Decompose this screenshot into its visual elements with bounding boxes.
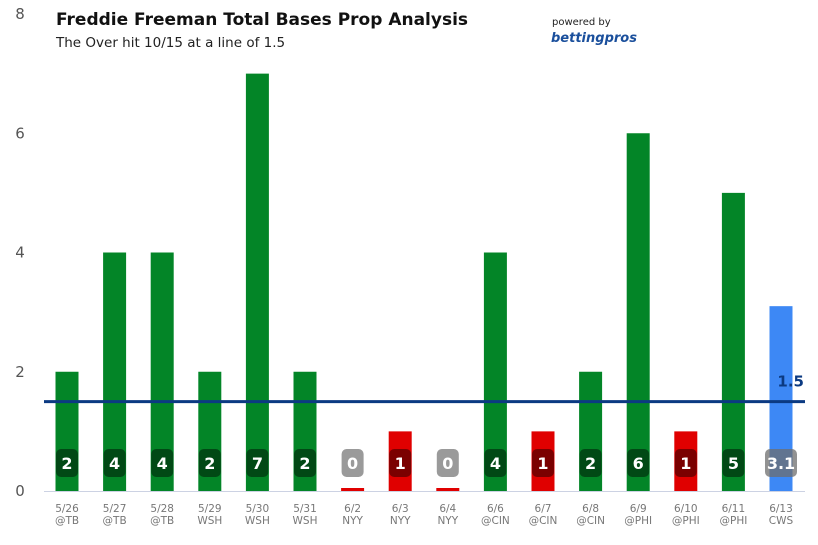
x-tick-date: 5/30 <box>246 503 270 515</box>
x-tick-opponent: @CIN <box>529 515 558 527</box>
data-label: 0 <box>347 454 358 473</box>
x-tick-date: 5/26 <box>55 503 79 515</box>
x-tick-opponent: WSH <box>245 515 270 527</box>
data-label-badge <box>532 449 554 477</box>
data-label-badge <box>198 449 221 477</box>
data-label-badge <box>722 449 745 477</box>
data-label-badge <box>627 449 650 477</box>
data-label: 6 <box>633 454 644 473</box>
x-tick-date: 6/4 <box>439 503 456 515</box>
x-tick-date: 5/28 <box>150 503 174 515</box>
x-tick-date: 5/31 <box>293 503 317 515</box>
bar-6/10 <box>674 431 698 491</box>
x-tick-opponent: CWS <box>769 515 794 527</box>
data-label-badge <box>246 449 269 477</box>
bar-6/13 <box>769 306 793 491</box>
data-label: 5 <box>728 454 739 473</box>
bar-6/11 <box>721 192 745 491</box>
bar-5/27 <box>103 252 127 491</box>
y-tick-label: 8 <box>15 5 25 23</box>
x-tick-date: 6/11 <box>722 503 746 515</box>
x-tick-opponent: WSH <box>293 515 318 527</box>
data-label-badge <box>389 449 412 477</box>
powered-by-text: powered by <box>552 17 611 28</box>
x-tick-opponent: @TB <box>55 515 79 527</box>
data-label: 4 <box>109 454 120 473</box>
data-label-badge <box>579 449 602 477</box>
x-tick-date: 6/9 <box>630 503 647 515</box>
data-label-badge <box>484 449 507 477</box>
bar-5/28 <box>150 252 174 491</box>
x-tick-opponent: @TB <box>150 515 174 527</box>
data-label: 4 <box>490 454 501 473</box>
bettingpros-logo: bettingpros <box>551 31 637 46</box>
bar-6/7 <box>531 431 555 491</box>
data-label: 1 <box>680 454 691 473</box>
x-tick-opponent: NYY <box>437 515 458 527</box>
data-label-badge <box>436 449 459 477</box>
x-tick-opponent: @CIN <box>576 515 605 527</box>
x-tick-opponent: @CIN <box>481 515 510 527</box>
bar-6/4 <box>436 488 460 491</box>
x-tick-opponent: @PHI <box>719 515 747 527</box>
data-label: 0 <box>442 454 453 473</box>
x-tick-opponent: @PHI <box>624 515 652 527</box>
x-tick-opponent: @PHI <box>672 515 700 527</box>
data-label: 1 <box>395 454 406 473</box>
y-tick-label: 2 <box>15 363 25 381</box>
data-label-badge <box>103 449 126 477</box>
data-label-badge <box>151 449 174 477</box>
data-label: 4 <box>157 454 168 473</box>
x-tick-opponent: @TB <box>103 515 127 527</box>
data-label-badge <box>765 449 797 477</box>
data-label-badge <box>294 449 316 477</box>
data-label: 2 <box>61 454 72 473</box>
prop-line-label: 1.5 <box>777 373 804 391</box>
bar-6/9 <box>626 133 650 491</box>
data-label: 1 <box>537 454 548 473</box>
data-label-badge <box>674 449 697 477</box>
x-tick-date: 6/3 <box>392 503 409 515</box>
x-tick-opponent: WSH <box>197 515 222 527</box>
x-tick-date: 6/8 <box>582 503 599 515</box>
chart-title: Freddie Freeman Total Bases Prop Analysi… <box>56 10 469 30</box>
x-tick-date: 6/13 <box>769 503 793 515</box>
bar-6/6 <box>483 252 507 491</box>
chart-subtitle: The Over hit 10/15 at a line of 1.5 <box>56 35 286 51</box>
x-tick-date: 6/10 <box>674 503 698 515</box>
data-label: 2 <box>204 454 215 473</box>
data-label: 2 <box>299 454 310 473</box>
y-tick-label: 0 <box>15 482 25 500</box>
y-tick-label: 4 <box>15 244 25 262</box>
x-tick-date: 6/6 <box>487 503 504 515</box>
x-tick-date: 6/2 <box>344 503 361 515</box>
data-label: 7 <box>252 454 263 473</box>
data-label: 2 <box>585 454 596 473</box>
x-tick-date: 6/7 <box>535 503 552 515</box>
bar-6/3 <box>388 431 412 491</box>
data-label-badge <box>341 449 364 477</box>
x-tick-date: 5/29 <box>198 503 222 515</box>
y-tick-label: 6 <box>15 124 25 142</box>
data-label-badge <box>56 449 78 477</box>
x-tick-date: 5/27 <box>103 503 127 515</box>
data-label: 3.1 <box>767 454 795 473</box>
x-tick-opponent: NYY <box>342 515 363 527</box>
bar-6/2 <box>341 488 365 491</box>
bar-5/30 <box>245 73 269 491</box>
x-tick-opponent: NYY <box>390 515 411 527</box>
